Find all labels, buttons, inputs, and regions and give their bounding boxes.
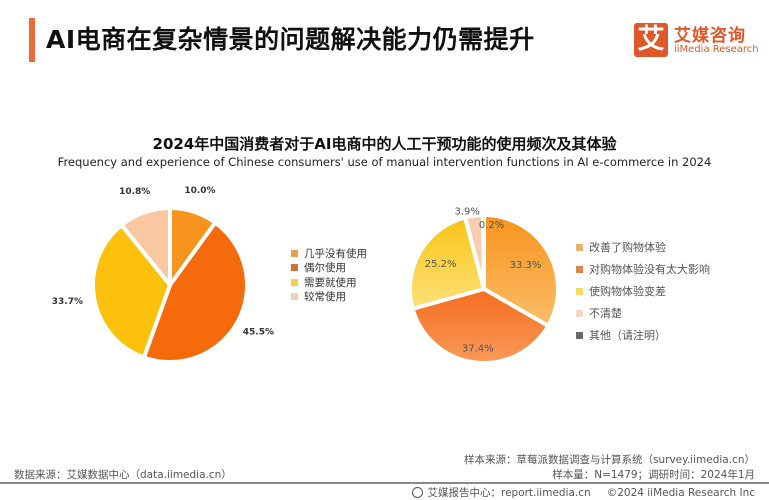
- legend-label: 对购物体验没有太大影响: [589, 263, 710, 276]
- legend-label: 不清楚: [589, 307, 622, 320]
- legend-item: 较常使用: [291, 290, 367, 305]
- chart-title: 2024年中国消费者对于AI电商中的人工干预功能的使用频次及其体验: [152, 135, 617, 153]
- footer-divider: [0, 482, 769, 484]
- legend-swatch-icon: [576, 309, 583, 317]
- legend-item: 使购物体验变差: [576, 280, 710, 302]
- sample-source: 样本来源：草莓派数据调查与计算系统（survey.iimedia.cn）: [464, 454, 755, 466]
- legend-item: 对购物体验没有太大影响: [576, 258, 710, 280]
- pie-data-label: 0.2%: [479, 220, 504, 231]
- sample-source-info: 样本来源：草莓派数据调查与计算系统（survey.iimedia.cn） 样本量…: [464, 453, 755, 483]
- legend-label: 较常使用: [304, 291, 346, 304]
- legend-swatch-icon: [576, 287, 583, 295]
- legend-label: 偶尔使用: [304, 262, 346, 275]
- legend-item: 偶尔使用: [291, 261, 367, 276]
- footer: 艾媒报告中心：report.iimedia.cn ©2024 iiMedia R…: [412, 485, 755, 500]
- pie-data-label: 25.2%: [425, 259, 457, 270]
- legend-label: 使购物体验变差: [589, 285, 666, 298]
- logo-name-en: iiMedia Research: [674, 44, 759, 55]
- pie-data-label: 33.3%: [510, 260, 542, 271]
- legend-label: 其他（请注明）: [589, 329, 666, 342]
- legend-swatch-icon: [291, 264, 298, 272]
- logo-mark-icon: 艾: [634, 23, 668, 57]
- pie-data-label: 37.4%: [462, 344, 494, 355]
- legend-swatch-icon: [576, 331, 583, 339]
- legend-frequency: 几乎没有使用 偶尔使用 需要就使用较常使用: [291, 246, 367, 304]
- sample-size-date: 样本量：N=1479；调研时间：2024年1月: [552, 469, 755, 481]
- pie-data-label: 10.0%: [184, 186, 215, 196]
- legend-item: 其他（请注明）: [576, 324, 710, 346]
- report-center-link[interactable]: 艾媒报告中心：report.iimedia.cn: [427, 487, 591, 499]
- legend-swatch-icon: [576, 265, 583, 273]
- legend-swatch-icon: [291, 293, 298, 301]
- legend-experience: 改善了购物体验对购物体验没有太大影响 使购物体验变差 不清楚其他（请注明）: [576, 236, 710, 346]
- chart-subtitle: Frequency and experience of Chinese cons…: [57, 155, 712, 169]
- pie-data-label: 3.9%: [455, 207, 480, 218]
- pie-slice: [481, 213, 486, 291]
- legend-label: 需要就使用: [304, 276, 357, 289]
- iimedia-logo: 艾 艾媒咨询 iiMedia Research: [634, 20, 759, 62]
- pie-slice: [91, 223, 172, 360]
- legend-swatch-icon: [291, 249, 298, 257]
- pie-data-label: 45.5%: [243, 327, 274, 337]
- pie-chart-experience: 33.3% 37.4% 25.2% 3.9% 0.2%: [408, 207, 560, 365]
- legend-item: 几乎没有使用: [291, 246, 367, 261]
- pie-data-label: 33.7%: [52, 297, 83, 307]
- legend-swatch-icon: [576, 243, 583, 251]
- pie-chart-frequency: 10.0% 45.5% 33.7% 10.8%: [52, 186, 274, 364]
- pie-slice: [141, 220, 249, 364]
- title-accent-bar: [29, 18, 35, 62]
- logo-name-cn: 艾媒咨询: [674, 26, 746, 46]
- legend-label: 改善了购物体验: [589, 241, 666, 254]
- page-title: AI电商在复杂情景的问题解决能力仍需提升: [46, 25, 535, 54]
- globe-icon: [412, 487, 424, 498]
- pie-slice: [119, 206, 172, 287]
- pie-slice: [408, 215, 486, 311]
- legend-label: 几乎没有使用: [304, 247, 367, 260]
- legend-item: 改善了购物体验: [576, 236, 710, 258]
- data-source: 数据来源：艾媒数据中心（data.iimedia.cn）: [14, 469, 232, 481]
- pie-data-label: 10.8%: [119, 187, 150, 197]
- legend-item: 需要就使用: [291, 275, 367, 290]
- legend-swatch-icon: [291, 278, 298, 286]
- legend-item: 不清楚: [576, 302, 710, 324]
- pie-slice: [410, 287, 551, 365]
- copyright: ©2024 iiMedia Research Inc: [606, 486, 755, 499]
